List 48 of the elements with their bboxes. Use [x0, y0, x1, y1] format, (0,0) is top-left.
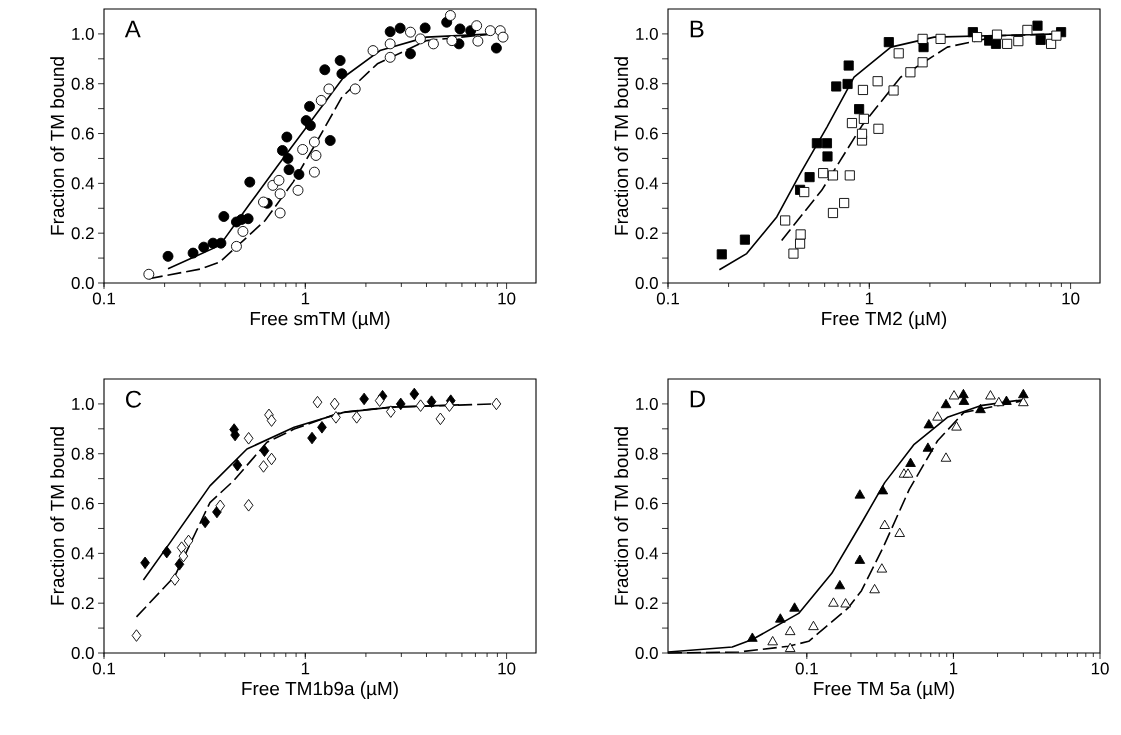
y-tick-label: 0.6: [635, 497, 658, 510]
y-tick-label: 1.0: [636, 397, 658, 410]
y-tick-label: 0.6: [71, 127, 94, 140]
x-tick-label: 10: [498, 292, 516, 305]
y-tick-label: 0.4: [635, 177, 659, 190]
annotation: C: [126, 390, 142, 408]
y-tick-label: 0.4: [71, 177, 95, 190]
y-axis-title: Fraction of TM bound: [614, 427, 629, 605]
annotation: B: [690, 20, 704, 38]
y-axis-title: Fraction of TM bound: [614, 57, 629, 235]
x-axis-title: Free smTM (µM): [250, 311, 390, 329]
x-tick-label: 1: [301, 292, 310, 305]
y-tick-label: 0.2: [635, 227, 658, 240]
y-tick-label: 0.2: [71, 227, 94, 240]
y-tick-label: 0.0: [71, 277, 94, 289]
y-tick-label: 0.2: [635, 597, 658, 610]
y-tick-label: 0.8: [71, 447, 94, 460]
y-tick-label: 0.6: [71, 497, 94, 510]
x-axis-title: Free TM 5a (µM): [814, 681, 954, 699]
y-tick-label: 0.0: [635, 277, 658, 289]
x-tick-label: 0.1: [92, 662, 115, 675]
y-tick-label: 1.0: [72, 397, 94, 410]
x-tick-label: 1: [865, 292, 874, 305]
y-tick-label: 0.4: [71, 547, 95, 560]
y-tick-label: 0.6: [635, 127, 658, 140]
x-tick-label: 0.1: [656, 292, 679, 305]
y-tick-label: 0.8: [71, 77, 94, 90]
y-tick-label: 0.4: [635, 547, 659, 560]
x-axis-title: Free TM1b9a (µM): [242, 681, 398, 699]
y-tick-label: 0.8: [635, 447, 658, 460]
y-tick-label: 1.0: [636, 27, 658, 40]
x-tick-label: 10: [1091, 662, 1109, 675]
y-tick-label: 0.0: [71, 647, 94, 659]
y-tick-label: 1.0: [72, 27, 94, 40]
y-tick-label: 0.0: [635, 647, 658, 659]
x-tick-label: 0.1: [795, 662, 818, 675]
x-tick-label: 1: [950, 662, 958, 675]
annotation: D: [690, 390, 705, 408]
annotation: A: [124, 20, 141, 38]
y-tick-label: 0.8: [635, 77, 658, 90]
y-axis-title: Fraction of TM bound: [50, 427, 65, 605]
x-tick-label: 0.1: [92, 292, 115, 305]
y-axis-title: Fraction of TM bound: [50, 57, 65, 235]
y-tick-label: 0.2: [71, 597, 94, 610]
x-tick-label: 10: [498, 662, 516, 675]
x-axis-title: Free TM2 (µM): [822, 311, 947, 329]
x-tick-label: 1: [301, 662, 310, 675]
x-tick-label: 10: [1062, 292, 1080, 305]
